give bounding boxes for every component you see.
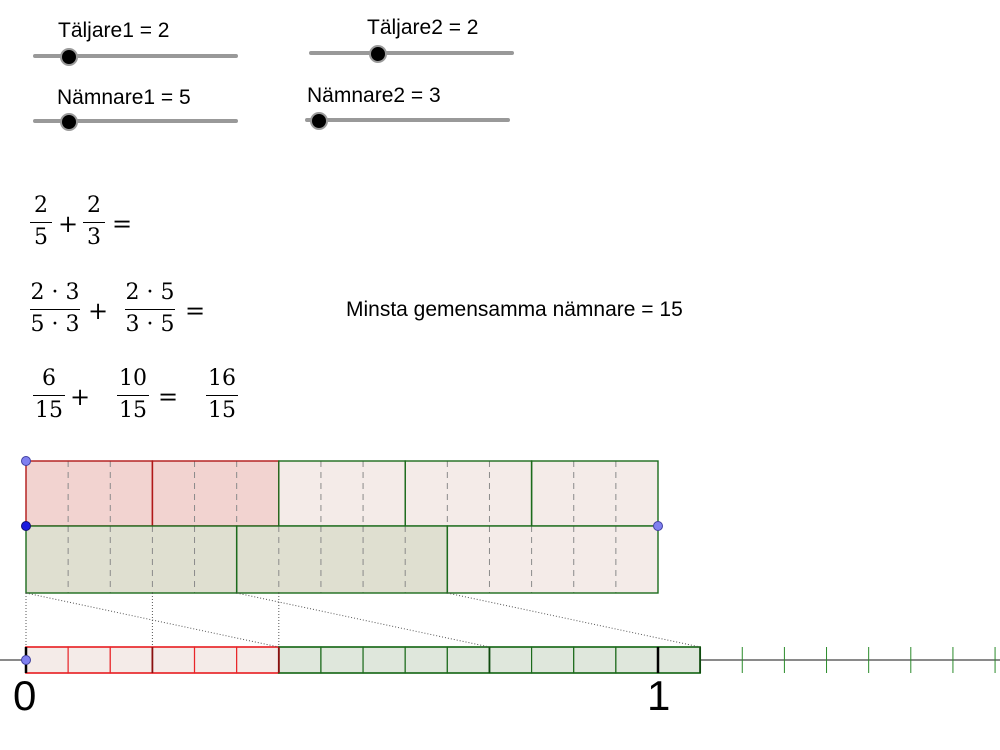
fraction-bar xyxy=(30,222,52,224)
denominator: 15 xyxy=(208,398,236,424)
plus-sign: + xyxy=(70,383,91,411)
result-fraction: 16 15 xyxy=(206,366,238,424)
segment-red xyxy=(236,646,280,674)
slider-track[interactable] xyxy=(305,118,510,122)
fraction: 10 15 xyxy=(117,366,149,424)
projection-line xyxy=(236,592,490,648)
segment-red xyxy=(25,646,69,674)
fraction: 2 · 3 5 · 3 xyxy=(30,280,80,338)
equals-sign: = xyxy=(158,383,179,411)
slider-label: Nämnare2 = 3 xyxy=(307,84,441,107)
numerator: 2 · 3 xyxy=(30,280,80,305)
bar-fraction-2-part xyxy=(447,526,658,593)
fraction: 2 · 5 3 · 5 xyxy=(125,280,175,338)
slider-label: Täljare1 = 2 xyxy=(58,19,170,42)
slider-knob[interactable] xyxy=(369,45,387,63)
equals-sign: = xyxy=(185,297,206,325)
segment-green xyxy=(446,646,491,674)
point-origin xyxy=(21,655,31,665)
bar-fraction-1-part xyxy=(152,461,279,526)
fraction: 6 15 xyxy=(33,366,65,424)
segment-red xyxy=(109,646,154,674)
numerator: 10 xyxy=(119,366,147,391)
axis-label-one: 1 xyxy=(647,672,671,719)
segment-green xyxy=(573,646,617,674)
fraction-bar xyxy=(33,395,65,397)
bar-fraction-1-part xyxy=(405,461,532,526)
projection-line xyxy=(25,592,279,648)
bar-fraction-1-part xyxy=(531,461,658,526)
segment-red xyxy=(67,646,111,674)
numerator: 6 xyxy=(42,366,56,391)
point-middle-right xyxy=(653,521,663,531)
slider-track[interactable] xyxy=(33,119,238,123)
segment-green xyxy=(362,646,406,674)
denominator: 3 xyxy=(87,225,101,251)
denominator: 5 · 3 xyxy=(30,312,80,338)
bar-fraction-2-part-border xyxy=(446,525,659,594)
slider-knob[interactable] xyxy=(310,112,328,130)
bar-fraction-1-part xyxy=(278,461,406,526)
point-middle-left xyxy=(21,521,31,531)
bar-fraction-2-part xyxy=(236,526,448,593)
numerator: 2 · 5 xyxy=(125,280,175,305)
segment-green xyxy=(488,646,533,674)
slider-label: Nämnare1 = 5 xyxy=(57,86,191,109)
slider-track[interactable] xyxy=(309,51,514,55)
fraction-bar xyxy=(125,309,175,311)
denominator: 15 xyxy=(35,398,63,424)
segment-red xyxy=(151,646,196,674)
slider-knob[interactable] xyxy=(60,48,78,66)
segment-green xyxy=(657,646,701,674)
slider-track[interactable] xyxy=(33,54,238,58)
point-top-left xyxy=(21,456,31,466)
bar-fraction-1-part xyxy=(26,461,153,526)
segment-green xyxy=(530,646,575,674)
slider-knob[interactable] xyxy=(60,113,78,131)
projection-line xyxy=(447,592,701,648)
numerator: 16 xyxy=(208,366,236,391)
fraction-bar xyxy=(206,395,238,397)
axis-label-zero: 0 xyxy=(13,672,37,719)
fraction-bar xyxy=(83,222,105,224)
plus-sign: + xyxy=(88,297,109,325)
equals-sign: = xyxy=(112,210,133,238)
denominator: 15 xyxy=(119,398,147,424)
fraction: 2 5 xyxy=(30,193,52,251)
lcd-text: Minsta gemensamma nämnare = 15 xyxy=(346,298,683,321)
bar-fraction-2-part xyxy=(26,526,237,593)
fraction: 2 3 xyxy=(83,193,105,251)
segment-green xyxy=(320,646,364,674)
segment-green xyxy=(404,646,448,674)
segment-green xyxy=(278,646,322,674)
segment-green xyxy=(615,646,659,674)
denominator: 5 xyxy=(34,225,48,251)
numerator: 2 xyxy=(87,193,101,218)
fraction-bar xyxy=(30,309,80,311)
numerator: 2 xyxy=(34,193,48,218)
fraction-bar xyxy=(117,395,149,397)
segment-red xyxy=(193,646,238,674)
slider-label: Täljare2 = 2 xyxy=(367,16,479,39)
plus-sign: + xyxy=(58,210,79,238)
denominator: 3 · 5 xyxy=(125,312,175,338)
